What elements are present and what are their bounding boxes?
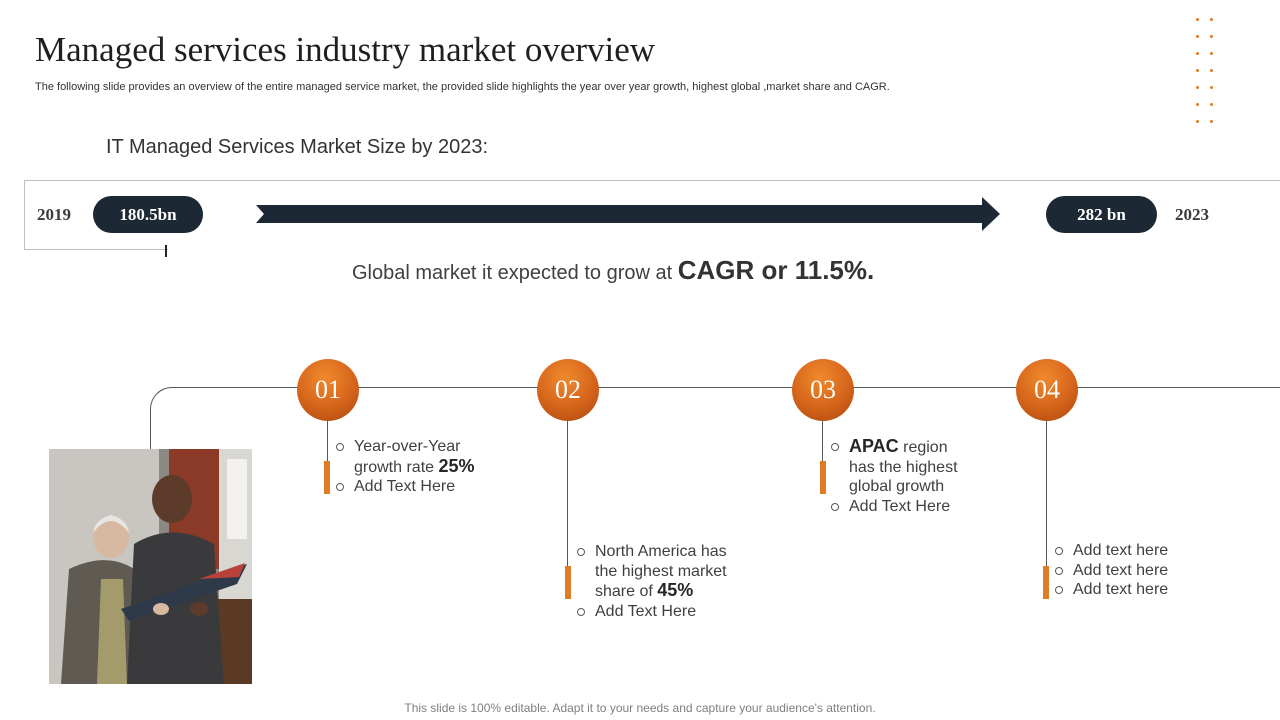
start-year: 2019 [37,205,71,224]
step-02-connector [567,421,568,599]
step-01-bullets: Year-over-Year growth rate 25% Add Text H… [336,437,475,497]
cagr-highlight: CAGR or 11.5%. [677,255,875,285]
step-03-bullets: APAC region has the highest global growth … [831,436,958,517]
list-item: Add text here [1055,580,1168,600]
decorative-dot-grid [1196,18,1222,130]
list-item: Add Text Here [577,602,727,622]
end-year: 2023 [1175,205,1209,224]
market-size-heading: IT Managed Services Market Size by 2023: [106,136,489,158]
list-item: APAC region has the highest global growth [831,436,958,497]
step-04-circle: 04 [1016,359,1078,421]
step-01-accent-bar [324,461,330,494]
step-02-circle: 02 [537,359,599,421]
list-item: Add Text Here [336,477,475,497]
step-04-accent-bar [1043,566,1049,599]
business-people-photo [49,449,252,684]
step-03-circle: 03 [792,359,854,421]
step-04-bullets: Add text here Add text here Add text her… [1055,541,1168,600]
footer-note: This slide is 100% editable. Adapt it to… [404,701,876,715]
step-04-connector [1046,421,1047,599]
step-02-accent-bar [565,566,571,599]
step-03-accent-bar [820,461,826,494]
timeline-curve [150,387,190,449]
cagr-statement: Global market it expected to grow at CAG… [352,255,875,285]
list-item: North America has the highest market share… [577,542,727,602]
end-value-pill: 282 bn [1046,196,1157,233]
slide-title: Managed services industry market overvie… [35,30,656,69]
band-tick-mark [165,245,167,257]
step-03-connector [822,421,823,494]
step-02-bullets: North America has the highest market share… [577,542,727,621]
timeline-line [170,387,1280,388]
list-item: Add Text Here [831,497,958,517]
step-01-connector [327,421,328,494]
slide-subtitle: The following slide provides an overview… [35,81,890,93]
list-item: Year-over-Year growth rate 25% [336,437,475,477]
start-value-pill: 180.5bn [93,196,203,233]
step-01-circle: 01 [297,359,359,421]
list-item: Add text here [1055,541,1168,561]
list-item: Add text here [1055,561,1168,581]
growth-arrow-icon [256,197,1000,231]
